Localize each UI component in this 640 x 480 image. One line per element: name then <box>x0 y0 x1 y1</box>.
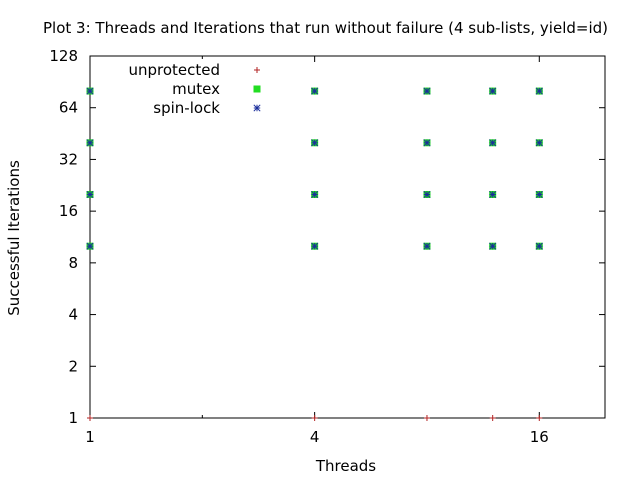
unprotected-point <box>423 415 430 421</box>
spin-lock-point <box>423 139 431 147</box>
unprotected-point <box>489 415 496 421</box>
spin-lock-point <box>489 87 497 95</box>
spin-lock-point <box>311 242 319 250</box>
y-tick-label: 4 <box>68 306 78 324</box>
spin-lock-point <box>535 242 543 250</box>
legend-marker-spin-lock <box>253 104 261 112</box>
unprotected-point <box>311 415 318 421</box>
legend-marker-unprotected <box>254 67 260 73</box>
spin-lock-point <box>86 139 94 147</box>
y-tick-label: 16 <box>59 202 78 220</box>
spin-lock-point <box>535 87 543 95</box>
spin-lock-point <box>86 87 94 95</box>
legend-label-spin-lock: spin-lock <box>153 99 220 117</box>
unprotected-point <box>87 415 93 421</box>
chart-title: Plot 3: Threads and Iterations that run … <box>43 19 608 37</box>
y-tick-label: 1 <box>68 409 78 427</box>
spin-lock-point <box>423 87 431 95</box>
spin-lock-point <box>423 190 431 199</box>
spin-lock-point <box>86 242 94 250</box>
legend-label-mutex: mutex <box>172 80 220 98</box>
spin-lock-point <box>311 190 319 199</box>
y-tick-label: 32 <box>59 150 78 168</box>
y-tick-label: 64 <box>59 99 78 117</box>
x-tick-label: 4 <box>310 428 320 446</box>
y-tick-label: 2 <box>68 357 78 375</box>
y-tick-label: 8 <box>68 254 78 272</box>
spin-lock-point <box>535 139 543 147</box>
spin-lock-point <box>311 87 319 95</box>
spin-lock-point <box>489 139 497 147</box>
x-tick-label: 16 <box>530 428 549 446</box>
spin-lock-point <box>489 242 497 250</box>
spin-lock-point <box>423 242 431 250</box>
legend-label-unprotected: unprotected <box>128 61 220 79</box>
spin-lock-point <box>489 190 497 199</box>
y-axis-label: Successful Iterations <box>5 160 23 316</box>
legend-marker-mutex <box>253 85 261 93</box>
spin-lock-point <box>535 190 543 199</box>
x-axis-label: Threads <box>315 457 376 475</box>
data-points <box>86 87 543 421</box>
axes: 1 2 4 8 16 32 64 128 1 4 16 <box>49 47 605 446</box>
y-tick-label: 128 <box>49 47 78 65</box>
plot-frame <box>89 55 606 419</box>
unprotected-point <box>536 415 543 421</box>
spin-lock-point <box>311 139 319 147</box>
x-tick-label: 1 <box>85 428 95 446</box>
spin-lock-point <box>86 190 94 199</box>
